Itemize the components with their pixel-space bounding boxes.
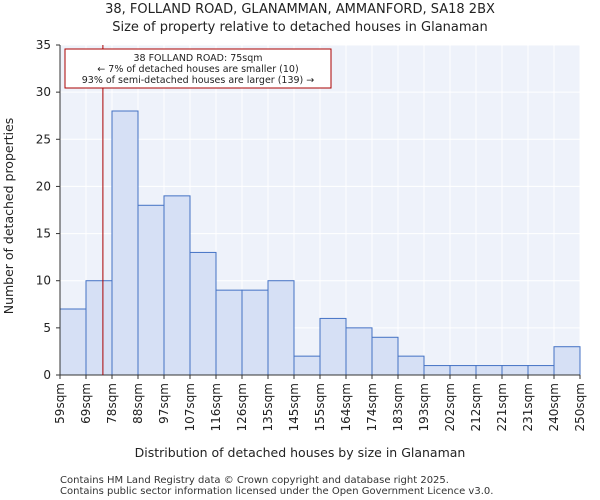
x-tick-label: 240sqm [547,383,561,431]
y-tick-label: 35 [36,38,51,52]
y-tick-label: 30 [36,85,51,99]
x-tick-label: 126sqm [235,383,249,431]
y-tick-label: 5 [43,321,51,335]
bar [241,289,269,376]
x-axis-ticks: 59sqm 69sqm 78sqm 88sqm 97sqm 107sqm 116sqm 126… [53,375,587,431]
footer-line-1: Contains HM Land Registry data © Crown c… [60,475,449,486]
x-tick-label: 78sqm [105,383,119,424]
x-tick-label: 107sqm [183,383,197,431]
annotation-line-2: ← 7% of detached houses are smaller (10) [97,64,298,75]
annotation-line-3: 93% of semi-detached houses are larger (… [82,75,315,86]
x-tick-label: 88sqm [131,383,145,424]
x-axis-label: Distribution of detached houses by size … [135,445,466,460]
bar [345,327,373,376]
x-tick-label: 183sqm [391,383,405,431]
x-tick-label: 145sqm [287,383,301,431]
x-tick-label: 97sqm [157,383,171,424]
y-axis-label: Number of detached properties [1,118,16,315]
annotation-box: 38 FOLLAND ROAD: 75sqm ← 7% of detached … [64,48,332,89]
bar [371,336,399,376]
x-tick-label: 221sqm [495,383,509,431]
y-tick-label: 0 [43,368,51,382]
bars [59,110,581,376]
x-tick-label: 212sqm [469,383,483,431]
bar [319,317,347,376]
x-tick-label: 193sqm [417,383,431,431]
bar [215,289,243,376]
bar [423,365,451,376]
x-tick-label: 155sqm [313,383,327,431]
y-tick-label: 25 [36,132,51,146]
bar [501,365,529,376]
chart-subtitle: Size of property relative to detached ho… [112,20,488,35]
x-tick-label: 250sqm [573,383,587,431]
bar [163,195,191,376]
y-axis-ticks: 0 5 10 15 20 25 30 35 [36,38,60,382]
bar [111,110,139,376]
y-tick-label: 15 [36,227,51,241]
x-tick-label: 69sqm [79,383,93,424]
bar [553,346,581,376]
bar [267,280,295,376]
bar [527,365,555,376]
footer-line-2: Contains public sector information licen… [60,486,493,497]
y-tick-label: 10 [36,274,51,288]
x-tick-label: 59sqm [53,383,67,424]
bar [137,204,165,376]
bar [293,355,321,376]
y-tick-label: 20 [36,179,51,193]
chart-title: 38, FOLLAND ROAD, GLANAMMAN, AMMANFORD, … [105,2,495,17]
x-tick-label: 231sqm [521,383,535,431]
x-tick-label: 174sqm [365,383,379,431]
bar [85,280,113,376]
x-tick-label: 135sqm [261,383,275,431]
annotation-line-1: 38 FOLLAND ROAD: 75sqm [133,53,262,64]
x-tick-label: 202sqm [443,383,457,431]
x-tick-label: 116sqm [209,383,223,431]
bar [449,365,477,376]
bar [397,355,425,376]
x-tick-label: 164sqm [339,383,353,431]
bar [59,308,87,376]
bar [189,251,217,376]
bar [475,365,503,376]
